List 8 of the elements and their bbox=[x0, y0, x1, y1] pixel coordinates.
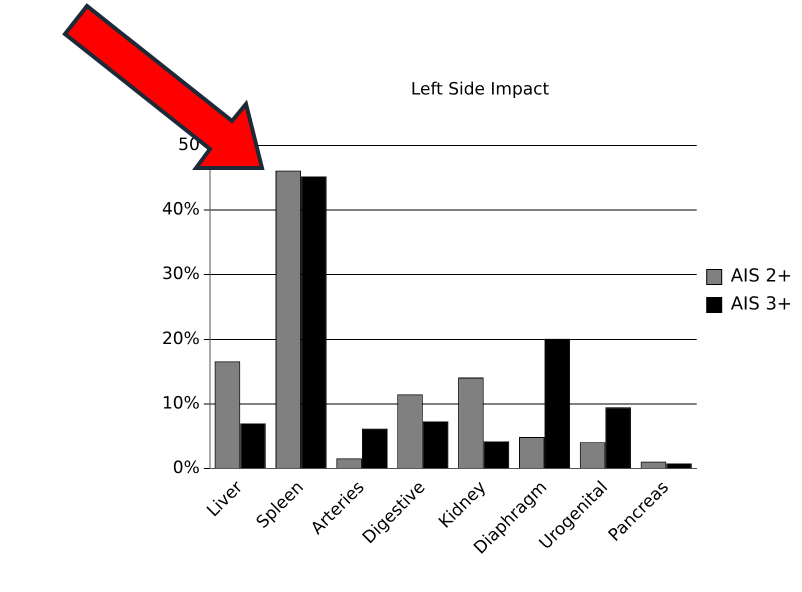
y-tick-label: 40% bbox=[162, 199, 200, 220]
chart-title: Left Side Impact bbox=[410, 80, 550, 100]
y-tick-label: 30% bbox=[162, 264, 200, 284]
legend-label: AIS 3+ bbox=[730, 294, 792, 315]
legend-label: AIS 2+ bbox=[730, 266, 792, 287]
y-tick-label: 10% bbox=[162, 393, 200, 414]
y-tick-label: 0% bbox=[172, 458, 200, 478]
y-tick-label: 20% bbox=[162, 328, 200, 349]
